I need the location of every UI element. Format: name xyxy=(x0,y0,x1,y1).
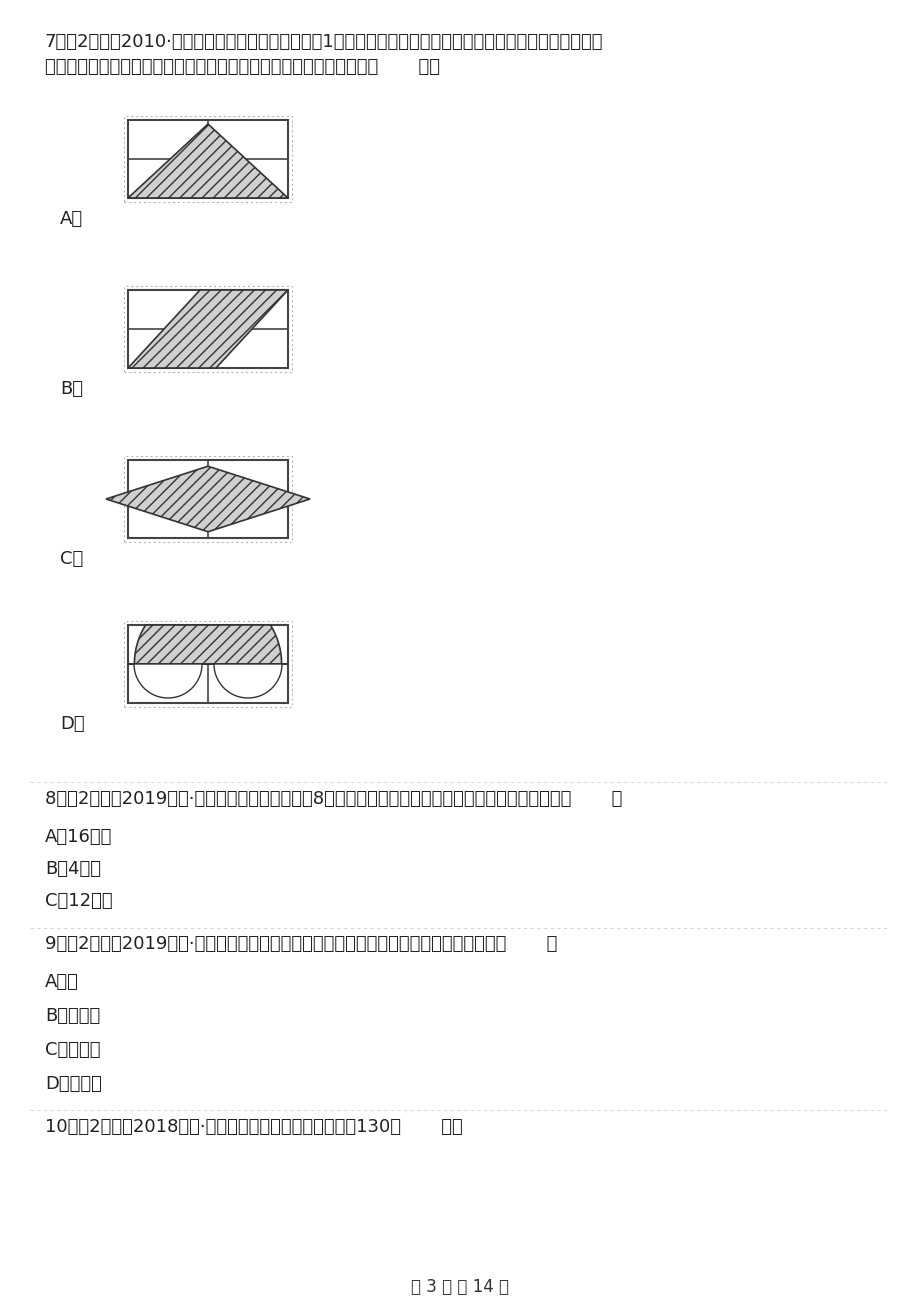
Bar xyxy=(128,460,288,538)
Text: B．: B． xyxy=(60,380,83,398)
Polygon shape xyxy=(128,625,288,664)
Text: A．圆: A．圆 xyxy=(45,973,79,991)
Text: 影部分）使花坛面积是园地面积的一半，以下图中设计不合要求的是（       ）．: 影部分）使花坛面积是园地面积的一半，以下图中设计不合要求的是（ ）． xyxy=(45,59,439,76)
Bar xyxy=(124,286,291,372)
Text: 9．（2分）（2019六上·铜仁期末）在下面周长都相等的四种图形中，面积最大的图形是（       ）: 9．（2分）（2019六上·铜仁期末）在下面周长都相等的四种图形中，面积最大的图… xyxy=(45,935,557,953)
Bar xyxy=(128,120,288,198)
Polygon shape xyxy=(128,124,288,198)
Bar xyxy=(124,456,291,542)
Text: 7．（2分）（2010·安徽）某正方形园地是由边长为1米的四个小正方形组成的，现要在园地上建一个花坛（阴: 7．（2分）（2010·安徽）某正方形园地是由边长为1米的四个小正方形组成的，现… xyxy=(45,33,603,51)
Text: C．: C． xyxy=(60,549,83,568)
Text: C．长方形: C．长方形 xyxy=(45,1042,100,1059)
Text: D．: D． xyxy=(60,715,85,733)
Bar xyxy=(128,290,288,368)
Text: D．三角形: D．三角形 xyxy=(45,1075,102,1092)
Bar xyxy=(124,116,291,202)
Bar xyxy=(128,625,288,703)
Text: 10．（2分）（2018三下·云南月考）小华家的住房面积是130（       ）。: 10．（2分）（2018三下·云南月考）小华家的住房面积是130（ ）。 xyxy=(45,1118,462,1137)
Polygon shape xyxy=(214,664,282,698)
Text: B．正方形: B．正方形 xyxy=(45,1006,100,1025)
Text: B．4厘米: B．4厘米 xyxy=(45,861,101,878)
Text: 8．（2分）（2019三上·陇南月考）两个周长都是8厘米的正方形拼成一个长方形，这个长方形的周长（       ）: 8．（2分）（2019三上·陇南月考）两个周长都是8厘米的正方形拼成一个长方形，… xyxy=(45,790,621,809)
Text: 第 3 页 共 14 页: 第 3 页 共 14 页 xyxy=(411,1279,508,1295)
Text: C．12厘米: C．12厘米 xyxy=(45,892,112,910)
Polygon shape xyxy=(134,664,202,698)
Text: A．16厘米: A．16厘米 xyxy=(45,828,112,846)
Bar xyxy=(124,621,291,707)
Polygon shape xyxy=(106,466,310,531)
Polygon shape xyxy=(128,290,288,368)
Text: A．: A． xyxy=(60,210,83,228)
